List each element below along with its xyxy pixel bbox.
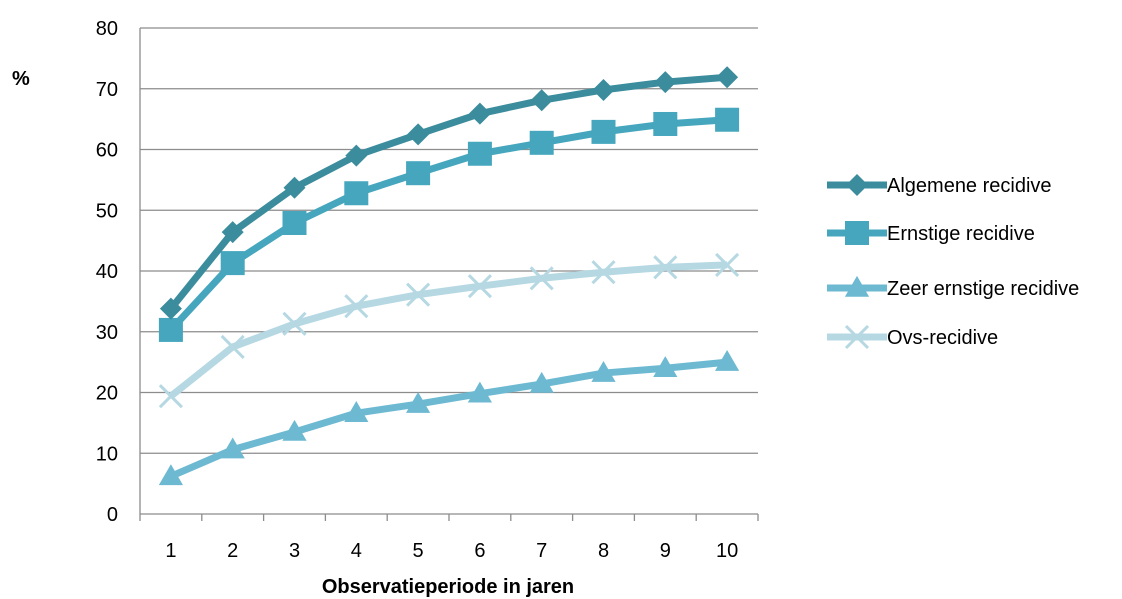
series-square: [158, 107, 740, 342]
legend-marker: [846, 174, 868, 196]
x-tick-label: 8: [598, 540, 609, 562]
data-point: [467, 274, 492, 299]
data-point: [715, 350, 740, 371]
x-axis-ticks: 1 2 3 4 5 6 7 8 9 10: [165, 540, 738, 562]
series-line: [168, 116, 728, 333]
data-point: [158, 384, 183, 409]
y-tick-label: 60: [96, 140, 118, 162]
y-tick-label: 50: [96, 200, 118, 222]
legend-item: Ovs-recidive: [827, 324, 998, 350]
data-point: [344, 181, 369, 206]
series-x: [158, 252, 740, 409]
legend-label: Ovs-recidive: [887, 327, 998, 349]
series-line: [169, 358, 728, 480]
data-point: [716, 66, 739, 89]
y-tick-label: 30: [96, 322, 118, 344]
series-diamond: [159, 66, 739, 320]
x-tick-label: 5: [413, 540, 424, 562]
y-axis-label: %: [12, 68, 30, 90]
data-point: [407, 123, 430, 146]
y-tick-label: 20: [96, 383, 118, 405]
data-point: [529, 130, 554, 155]
data-point: [467, 141, 492, 166]
legend-label: Ernstige recidive: [887, 223, 1035, 245]
data-point: [529, 266, 554, 291]
legend-label: Zeer ernstige recidive: [887, 278, 1079, 300]
y-axis-ticks: 0 10 20 30 40 50 60 70 80: [96, 18, 118, 526]
data-point: [406, 161, 431, 186]
data-point: [221, 221, 244, 244]
x-tick-label: 1: [165, 540, 176, 562]
x-tick-label: 2: [227, 540, 238, 562]
x-tick-label: 9: [660, 540, 671, 562]
legend-item: Algemene recidive: [827, 174, 1052, 197]
series-line: [168, 261, 728, 399]
data-point: [282, 419, 307, 441]
data-point: [653, 111, 678, 136]
series-line: [168, 73, 728, 311]
data-point: [345, 144, 368, 167]
x-tick-label: 3: [289, 540, 300, 562]
gridlines: [139, 27, 759, 521]
data-point: [591, 260, 616, 285]
data-point: [282, 311, 307, 336]
data-point: [344, 401, 369, 422]
legend-marker: [844, 324, 870, 350]
data-point: [406, 391, 431, 413]
y-tick-label: 40: [96, 261, 118, 283]
data-point: [592, 78, 615, 101]
x-tick-label: 7: [536, 540, 547, 562]
data-point: [468, 102, 491, 125]
data-point: [467, 381, 492, 403]
data-point: [220, 437, 245, 459]
y-tick-label: 0: [107, 504, 118, 526]
legend-marker: [844, 275, 870, 297]
legend-item: Ernstige recidive: [827, 221, 1035, 245]
data-point: [715, 107, 740, 132]
data-point: [406, 282, 431, 307]
legend-item: Zeer ernstige recidive: [827, 275, 1079, 300]
data-point: [158, 317, 183, 342]
data-point: [282, 211, 307, 236]
data-point: [220, 251, 245, 276]
data-point: [158, 464, 183, 486]
data-point: [159, 297, 182, 320]
x-axis-label: Observatieperiode in jaren: [322, 576, 574, 598]
legend: Algemene recidive Ernstige recidive Zeer e…: [827, 174, 1079, 350]
data-point: [529, 371, 554, 393]
data-point: [654, 71, 677, 94]
legend-marker: [845, 221, 869, 245]
series-triangle: [158, 350, 740, 486]
series-group: [158, 66, 740, 486]
x-tick-label: 4: [351, 540, 362, 562]
data-point: [653, 356, 678, 377]
data-point: [220, 334, 245, 359]
x-tick-label: 10: [716, 540, 738, 562]
x-tick-label: 6: [474, 540, 485, 562]
data-point: [283, 176, 306, 199]
data-point: [715, 252, 740, 277]
y-tick-label: 10: [96, 443, 118, 465]
data-point: [344, 294, 369, 319]
data-point: [591, 360, 616, 382]
y-tick-label: 70: [96, 79, 118, 101]
data-point: [653, 255, 678, 280]
data-point: [530, 89, 553, 112]
legend-label: Algemene recidive: [887, 175, 1052, 197]
y-tick-label: 80: [96, 18, 118, 40]
data-point: [591, 119, 616, 144]
